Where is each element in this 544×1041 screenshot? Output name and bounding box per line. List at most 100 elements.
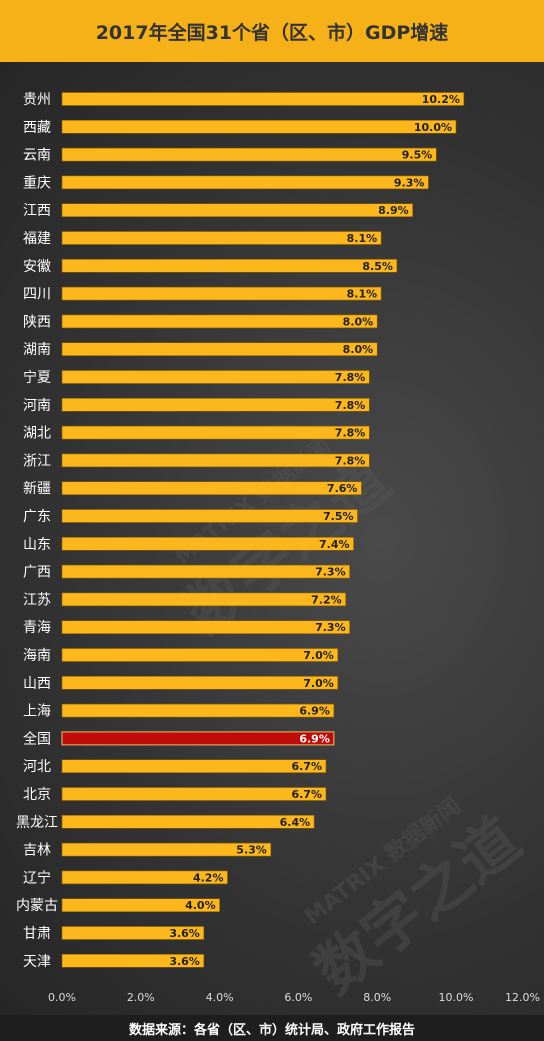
bar-row: 全国 6.9% xyxy=(23,730,335,747)
bar xyxy=(61,203,413,217)
bar-row: 辽宁 4.2% xyxy=(23,869,228,886)
category-label: 福建 xyxy=(23,231,51,247)
category-label: 辽宁 xyxy=(23,869,51,886)
category-label: 重庆 xyxy=(23,175,51,191)
bar-row: 河南 7.8% xyxy=(23,397,370,414)
bar xyxy=(61,397,370,412)
bar xyxy=(61,509,358,523)
bar-row: 新疆 7.6% xyxy=(23,481,362,497)
value-label: 7.0% xyxy=(303,677,334,690)
bar xyxy=(61,370,370,384)
bar-row: 广东 7.5% xyxy=(23,509,358,525)
category-label: 甘肃 xyxy=(23,926,51,942)
bar-row: 贵州 10.2% xyxy=(23,92,465,108)
category-label: 北京 xyxy=(23,787,51,803)
title-bar: 2017年全国31个省（区、市）GDP增速 xyxy=(0,0,544,62)
bar-row: 北京 6.7% xyxy=(23,787,327,803)
category-label: 全国 xyxy=(23,730,51,747)
value-label: 7.4% xyxy=(319,538,350,551)
value-label: 3.6% xyxy=(169,955,200,968)
value-label: 10.2% xyxy=(422,93,460,106)
category-label: 河北 xyxy=(23,759,51,775)
bar xyxy=(61,953,205,968)
bar-row: 河北 6.7% xyxy=(23,759,327,775)
bar xyxy=(61,286,382,301)
bar xyxy=(61,453,370,468)
bar xyxy=(61,231,382,245)
value-label: 9.5% xyxy=(402,149,433,162)
value-label: 7.8% xyxy=(335,427,366,440)
bar-row: 福建 8.1% xyxy=(23,231,382,247)
value-label: 8.5% xyxy=(362,260,393,273)
category-label: 湖北 xyxy=(23,426,51,442)
bar-row: 山东 7.4% xyxy=(23,537,354,553)
bar xyxy=(61,564,350,579)
chart-title: 2017年全国31个省（区、市）GDP增速 xyxy=(95,21,449,44)
x-tick-label: 10.0% xyxy=(439,991,474,1004)
bar xyxy=(61,648,339,662)
category-label: 湖南 xyxy=(23,342,51,358)
bar-row: 青海 7.3% xyxy=(23,620,350,636)
category-label: 宁夏 xyxy=(23,369,51,386)
value-label: 8.9% xyxy=(378,204,409,217)
category-label: 贵州 xyxy=(23,92,51,108)
x-tick-label: 4.0% xyxy=(206,991,234,1004)
value-label: 6.4% xyxy=(280,816,311,829)
bar-row: 江西 8.9% xyxy=(23,203,413,219)
category-label: 黑龙江 xyxy=(16,815,58,831)
x-tick-label: 12.0% xyxy=(505,991,540,1004)
bar xyxy=(61,870,228,885)
value-label: 6.9% xyxy=(299,732,330,745)
bar xyxy=(61,620,350,635)
bar-row: 海南 7.0% xyxy=(23,648,339,664)
category-label: 山东 xyxy=(23,537,51,553)
bar xyxy=(61,842,272,857)
bar-row: 西藏 10.0% xyxy=(23,119,457,136)
value-label: 8.0% xyxy=(343,315,374,328)
bar xyxy=(61,342,378,357)
bar-row: 甘肃 3.6% xyxy=(23,926,205,942)
bar xyxy=(61,814,315,829)
bar xyxy=(61,759,327,774)
bar xyxy=(61,147,437,162)
x-tick-label: 6.0% xyxy=(284,991,312,1004)
bar-row: 安徽 8.5% xyxy=(23,259,398,275)
bar xyxy=(61,259,398,273)
value-label: 7.8% xyxy=(335,371,366,384)
category-label: 海南 xyxy=(23,648,51,664)
value-label: 6.7% xyxy=(291,760,322,773)
bar xyxy=(61,898,220,913)
value-label: 6.9% xyxy=(299,705,330,718)
value-label: 7.3% xyxy=(315,621,346,634)
value-label: 7.8% xyxy=(335,454,366,467)
category-label: 上海 xyxy=(23,704,51,720)
bar-row: 吉林 5.3% xyxy=(23,842,272,859)
bar xyxy=(61,92,465,106)
category-label: 河南 xyxy=(23,398,51,414)
bar-row: 四川 8.1% xyxy=(23,286,382,303)
bar xyxy=(61,119,457,134)
x-tick-label: 2.0% xyxy=(127,991,155,1004)
bar-row: 湖南 8.0% xyxy=(23,342,378,358)
bar-row: 浙江 7.8% xyxy=(23,453,370,469)
bar-row: 宁夏 7.8% xyxy=(23,369,370,386)
category-label: 内蒙古 xyxy=(16,898,58,914)
value-label: 7.6% xyxy=(327,482,358,495)
value-label: 7.5% xyxy=(323,510,354,523)
category-label: 广西 xyxy=(23,565,51,581)
category-label: 新疆 xyxy=(23,481,51,497)
value-label: 8.0% xyxy=(343,343,374,356)
category-label: 陕西 xyxy=(23,314,51,330)
category-label: 广东 xyxy=(23,509,51,525)
value-label: 7.8% xyxy=(335,399,366,412)
value-label: 4.0% xyxy=(185,899,216,912)
category-label: 江苏 xyxy=(23,592,51,608)
bar xyxy=(61,175,429,190)
bar-row: 内蒙古 4.0% xyxy=(16,898,220,914)
category-label: 四川 xyxy=(23,287,51,303)
category-label: 安徽 xyxy=(23,259,51,275)
category-label: 天津 xyxy=(23,954,51,970)
